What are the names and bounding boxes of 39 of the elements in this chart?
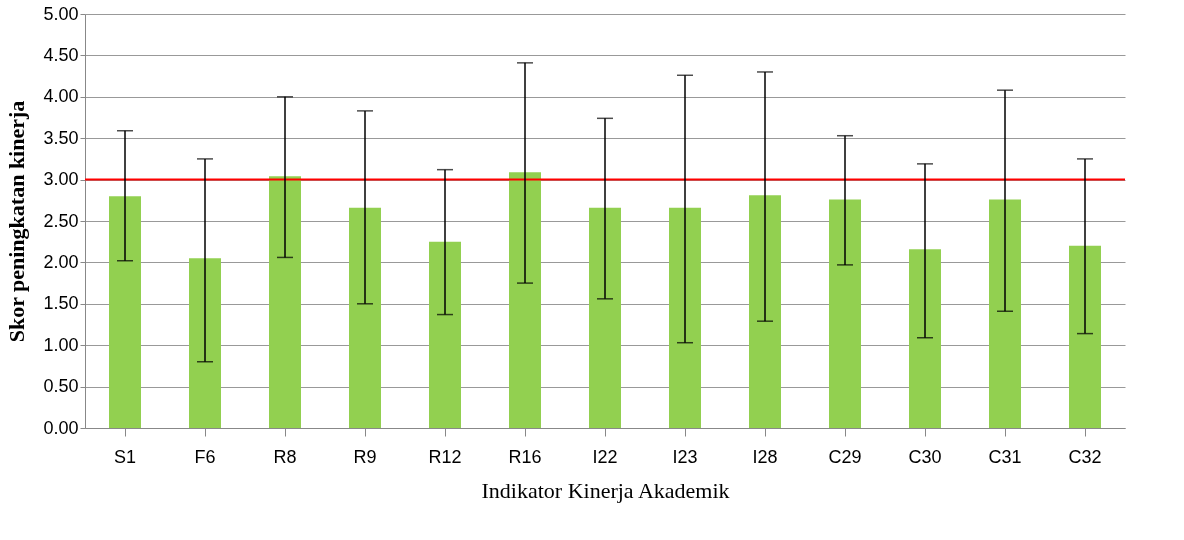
x-tick-label: C29 xyxy=(828,446,862,467)
y-axis-title: Skor peningkatan kinerja xyxy=(4,100,30,343)
bar xyxy=(669,207,701,428)
y-tick-label: 4.50 xyxy=(43,44,79,65)
y-tick-label: 3.00 xyxy=(43,169,79,190)
bar xyxy=(909,249,941,428)
x-tick-label: C31 xyxy=(988,446,1022,467)
bar xyxy=(749,195,781,428)
y-tick-label: 4.00 xyxy=(43,86,79,107)
bar xyxy=(349,207,381,428)
bar xyxy=(269,176,301,428)
x-tick-label: C30 xyxy=(908,446,942,467)
y-tick-label: 1.00 xyxy=(43,334,79,355)
bar xyxy=(589,207,621,428)
bar xyxy=(989,199,1021,428)
x-tick-label: I22 xyxy=(592,446,618,467)
bar xyxy=(829,199,861,428)
y-tick-label: 1.50 xyxy=(43,293,79,314)
y-tick-label: 2.00 xyxy=(43,251,79,272)
x-axis-title: Indikator Kinerja Akademik xyxy=(481,477,730,503)
bar xyxy=(429,241,461,428)
bar xyxy=(189,258,221,428)
x-tick-label: C32 xyxy=(1068,446,1102,467)
y-tick-label: 5.00 xyxy=(43,3,79,24)
x-tick-label: I28 xyxy=(752,446,778,467)
y-tick-label: 0.00 xyxy=(43,417,79,438)
y-tick-label: 0.50 xyxy=(43,376,79,397)
x-tick-label: R12 xyxy=(428,446,462,467)
x-tick-label: F6 xyxy=(194,446,216,467)
y-tick-label: 2.50 xyxy=(43,210,79,231)
x-tick-label: S1 xyxy=(113,446,137,467)
bar xyxy=(509,172,541,428)
x-tick-label: R8 xyxy=(273,446,297,467)
bar xyxy=(109,196,141,428)
x-tick-label: R9 xyxy=(353,446,377,467)
y-tick-label: 3.50 xyxy=(43,127,79,148)
x-tick-label: R16 xyxy=(508,446,542,467)
bar xyxy=(1069,245,1101,428)
x-tick-label: I23 xyxy=(672,446,698,467)
